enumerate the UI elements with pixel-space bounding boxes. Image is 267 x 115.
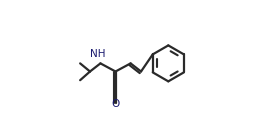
Text: NH: NH — [90, 49, 106, 58]
Text: O: O — [111, 99, 120, 108]
